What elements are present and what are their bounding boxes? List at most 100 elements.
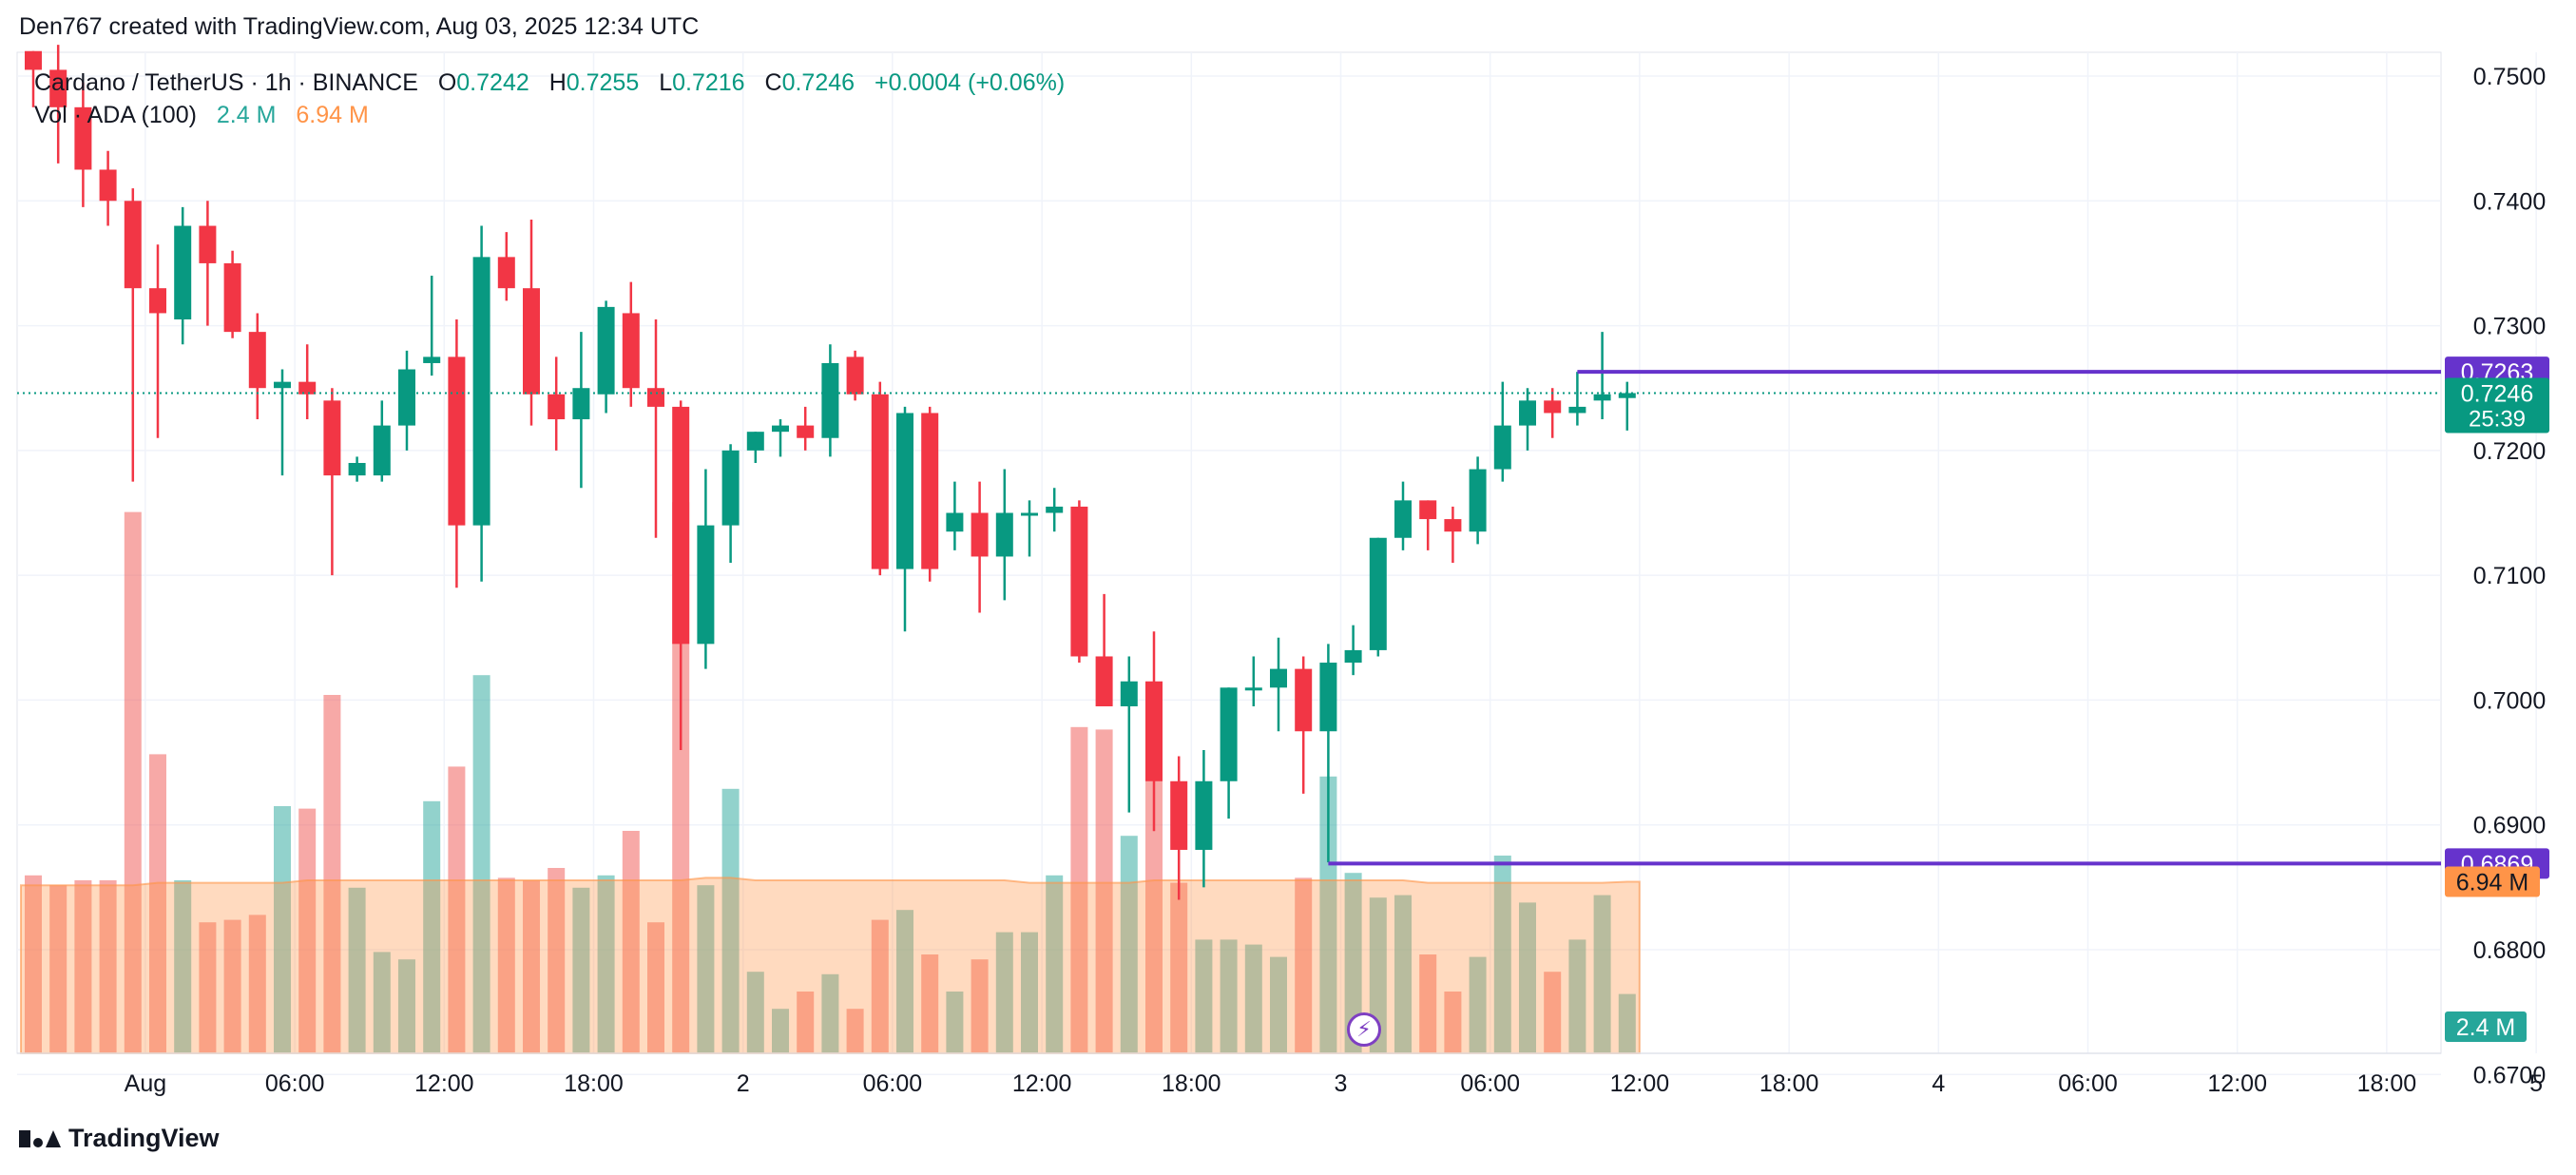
candle-body <box>672 406 690 645</box>
candle <box>946 481 964 550</box>
volume-bar <box>274 806 291 1053</box>
x-tick-label: 06:00 <box>2058 1070 2118 1097</box>
candle <box>896 406 913 632</box>
candle-body <box>647 388 664 407</box>
candle-body <box>1419 500 1437 520</box>
open-value: 0.7242 <box>456 69 529 96</box>
candle-body <box>772 425 789 433</box>
volume-bar <box>1593 895 1611 1053</box>
x-tick-label: 5 <box>2529 1070 2543 1097</box>
candle-body <box>797 425 815 438</box>
candle <box>672 400 690 750</box>
candle <box>1344 625 1362 676</box>
volume-bar <box>921 954 939 1053</box>
candle-body <box>1295 668 1313 732</box>
volume-bar <box>946 992 964 1053</box>
candle <box>1593 332 1611 420</box>
volume-bar <box>846 1009 864 1053</box>
volume-ma-area <box>20 876 1641 1054</box>
volume-bar <box>323 695 341 1053</box>
candle-body <box>1021 512 1038 516</box>
candle-body <box>1195 780 1213 850</box>
volume-bar <box>772 1009 789 1053</box>
candle <box>1145 631 1163 832</box>
y-tick-label: 0.7400 <box>2473 188 2546 215</box>
chart-legend: Cardano / TetherUS · 1h · BINANCE O0.724… <box>34 67 1065 131</box>
lightning-icon[interactable]: ⚡ <box>1347 1012 1381 1047</box>
volume-bar <box>1319 776 1337 1053</box>
x-tick-label: 06:00 <box>1460 1070 1520 1097</box>
candle <box>124 188 142 482</box>
candle <box>995 469 1013 601</box>
candle <box>1244 656 1262 706</box>
volume-bar <box>896 910 913 1053</box>
candle-body <box>1170 780 1188 850</box>
candle <box>472 225 490 582</box>
candle <box>1220 687 1238 819</box>
candle <box>821 344 839 457</box>
candle-body <box>871 394 889 569</box>
volume-bar <box>1618 993 1636 1053</box>
volume-bar <box>174 880 192 1053</box>
y-tick-label: 0.7500 <box>2473 64 2546 90</box>
volume-bar <box>248 915 266 1053</box>
candle <box>548 356 566 451</box>
candle-body <box>1095 656 1113 706</box>
volume-bar <box>1195 939 1213 1053</box>
volume-ma-value: 6.94 M <box>296 102 369 128</box>
volume-label[interactable]: Vol · ADA (100) <box>34 102 197 128</box>
candle <box>1444 506 1462 564</box>
candle <box>274 369 291 476</box>
last-price-label: 0.7246 <box>2461 380 2533 407</box>
candle-body <box>548 394 566 420</box>
volume-bar <box>721 788 740 1053</box>
candle <box>248 313 266 420</box>
candle-body <box>1444 519 1462 532</box>
ohlc-legend-row: Cardano / TetherUS · 1h · BINANCE O0.724… <box>34 67 1065 99</box>
volume-bar <box>797 992 815 1053</box>
tradingview-logo[interactable]: TradingView <box>19 1124 220 1153</box>
volume-bar <box>622 831 640 1053</box>
candle <box>1295 656 1313 794</box>
candle <box>398 350 415 451</box>
candle <box>597 300 615 414</box>
candle <box>298 344 317 420</box>
volume-bar <box>1544 972 1562 1053</box>
volume-bar <box>1270 956 1287 1053</box>
candle-body <box>721 450 740 526</box>
candle-body <box>921 413 939 569</box>
volume-bar <box>1120 836 1138 1053</box>
candle <box>1095 593 1113 706</box>
volume-bar <box>871 919 889 1053</box>
candle-body <box>1145 681 1163 781</box>
volume-ma-tag <box>2445 866 2540 897</box>
volume-bar <box>74 880 92 1053</box>
candle <box>1493 381 1511 482</box>
candle-body <box>124 201 142 289</box>
x-tick-label: 06:00 <box>265 1070 325 1097</box>
candle-body <box>448 356 466 526</box>
plot-frame <box>16 51 2442 1054</box>
volume-bar <box>1493 856 1511 1053</box>
volume-bar <box>1244 944 1262 1053</box>
candle-body <box>174 225 192 320</box>
volume-bar <box>1469 956 1487 1053</box>
candle-body <box>1544 400 1562 414</box>
volume-bar <box>1444 992 1462 1053</box>
candle <box>497 232 515 301</box>
volume-bar <box>597 875 615 1053</box>
candle-body <box>248 332 266 389</box>
volume-bar <box>124 511 142 1053</box>
candle-body <box>1394 500 1412 538</box>
candle-body <box>523 288 540 395</box>
candle-body <box>274 381 291 389</box>
candle <box>1568 372 1586 426</box>
close-value: 0.7246 <box>781 69 855 96</box>
symbol-label[interactable]: Cardano / TetherUS · 1h · BINANCE <box>34 69 418 96</box>
volume-bar <box>149 754 166 1053</box>
volume-bar <box>1046 875 1064 1053</box>
volume-bar <box>223 919 241 1053</box>
candle <box>149 244 166 438</box>
candle <box>622 281 640 407</box>
